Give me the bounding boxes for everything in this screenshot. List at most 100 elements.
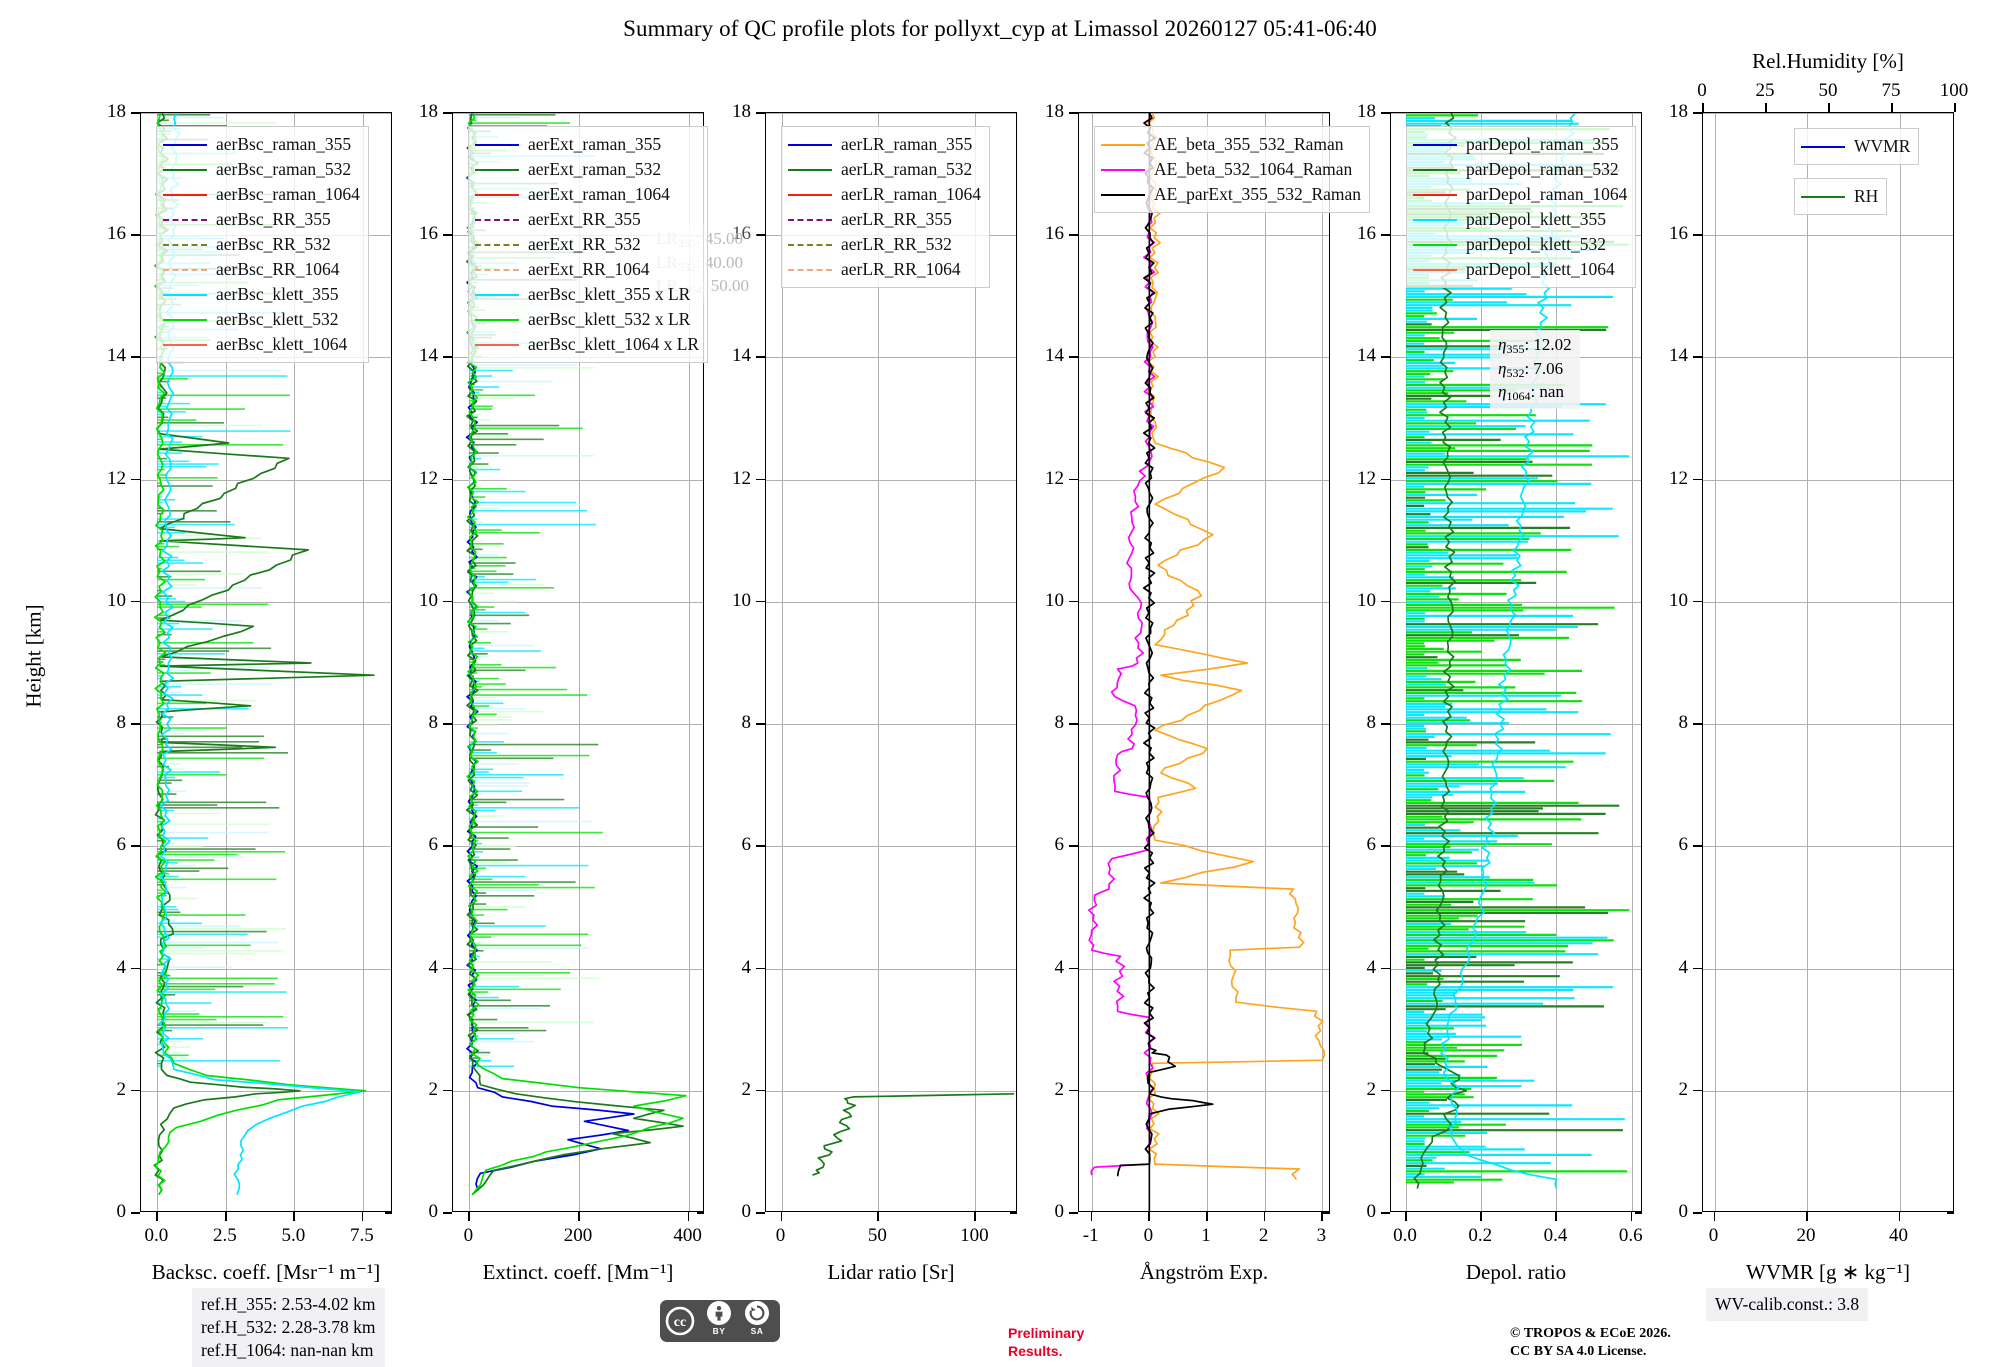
legend-item[interactable]: aerLR_RR_532 <box>788 232 981 257</box>
x-tick-label: -1 <box>1082 1225 1099 1246</box>
legend-label: aerBsc_RR_532 <box>216 234 331 254</box>
legend-item[interactable]: aerBsc_raman_355 <box>163 132 360 157</box>
legend-item[interactable]: aerBsc_raman_532 <box>163 157 360 182</box>
y-tick-label: 8 <box>741 712 752 734</box>
legend-swatch-aerLR_raman_1064 <box>788 193 832 196</box>
legend-label: aerBsc_klett_1064 x LR <box>528 334 700 354</box>
y-tick <box>131 723 140 725</box>
x-tick <box>1898 1212 1901 1221</box>
legend-label: AE_beta_532_1064_Raman <box>1154 159 1353 179</box>
legend-item[interactable]: aerBsc_raman_1064 <box>163 182 360 207</box>
y-tick-right <box>1635 1212 1642 1214</box>
legend-item[interactable]: aerExt_RR_1064 <box>475 257 699 282</box>
gridline-h <box>141 113 391 114</box>
legend-item[interactable]: aerBsc_RR_355 <box>163 207 360 232</box>
y-tick-label: 18 <box>107 101 126 122</box>
gridline-h <box>453 1090 703 1092</box>
legend-item[interactable]: AE_beta_532_1064_Raman <box>1101 157 1361 182</box>
y-tick <box>1693 1212 1702 1214</box>
plot-area-angstrom-exponent <box>1078 112 1330 1212</box>
legend-item[interactable]: WVMR <box>1801 134 1910 159</box>
y-tick-label: 16 <box>1357 223 1376 245</box>
gridline-v <box>1091 113 1093 1211</box>
legend-item[interactable]: RH <box>1801 184 1878 209</box>
y-tick-label: 6 <box>116 834 127 856</box>
y-tick <box>1693 112 1702 114</box>
x-tick <box>687 1212 690 1221</box>
legend-item[interactable]: aerExt_RR_532 <box>475 232 699 257</box>
legend-label: aerBsc_RR_355 <box>216 209 331 229</box>
x-tick-top-label: 50 <box>1818 80 1838 101</box>
x-tick-top-outer <box>1828 103 1830 112</box>
gridline-h <box>1703 479 1953 481</box>
legend-item[interactable]: parDepol_klett_355 <box>1413 207 1627 232</box>
legend-depolarization-ratio: parDepol_raman_355 parDepol_raman_532 parD… <box>1406 126 1637 288</box>
y-tick-label: 6 <box>741 834 752 856</box>
x-tick <box>1555 1212 1558 1221</box>
x-tick-top-label: 0 <box>1697 80 1707 101</box>
legend-label: aerLR_RR_355 <box>841 209 952 229</box>
legend-label: WVMR <box>1854 136 1911 156</box>
y-tick <box>1693 723 1702 725</box>
legend-item[interactable]: parDepol_raman_355 <box>1413 132 1627 157</box>
y-tick <box>756 1089 765 1092</box>
series-parDepol_klett_355 <box>1440 113 1576 1189</box>
y-tick <box>443 600 452 603</box>
x-tick-label: 7.5 <box>349 1225 374 1246</box>
y-tick-label: 6 <box>428 834 439 856</box>
panel-water-vapour: 0 20 40 0 2 4 6 8 10 12 14 16 18 WVMR [g ∗ kg⁻¹] Rel.H… <box>1669 49 1968 1284</box>
preliminary-line-1: Preliminary <box>1008 1325 1085 1341</box>
legend-item[interactable]: aerLR_RR_1064 <box>788 257 981 282</box>
legend-item[interactable]: aerBsc_klett_355 x LR <box>475 282 699 307</box>
legend-item[interactable]: parDepol_raman_1064 <box>1413 182 1627 207</box>
legend-item[interactable]: aerExt_raman_1064 <box>475 182 699 207</box>
gridline-h <box>141 1090 391 1092</box>
legend-label: aerBsc_RR_1064 <box>216 259 340 279</box>
gridline-v <box>362 113 364 1211</box>
legend-item[interactable]: parDepol_klett_532 <box>1413 232 1627 257</box>
y-tick-label: 4 <box>741 956 752 978</box>
y-tick-right <box>1323 1212 1330 1214</box>
x-tick-label: 0.6 <box>1618 1225 1643 1246</box>
y-tick <box>443 478 452 481</box>
legend-item[interactable]: AE_beta_355_532_Raman <box>1101 132 1361 157</box>
gridline-h <box>1703 724 1953 726</box>
legend-item[interactable]: aerBsc_RR_1064 <box>163 257 360 282</box>
gridline-h <box>1079 357 1329 359</box>
legend-item[interactable]: AE_parExt_355_532_Raman <box>1101 182 1361 207</box>
y-tick-label: 4 <box>1054 956 1065 978</box>
gridline-h <box>1079 113 1329 114</box>
legend-item[interactable]: aerBsc_klett_1064 <box>163 332 360 357</box>
legend-item[interactable]: aerLR_raman_355 <box>788 132 981 157</box>
legend-item[interactable]: parDepol_klett_1064 <box>1413 257 1627 282</box>
x-tick-label: 0.0 <box>1393 1225 1417 1246</box>
legend-swatch-aerExt_raman_532 <box>475 168 519 171</box>
legend-item[interactable]: aerBsc_klett_355 <box>163 282 360 307</box>
legend-item[interactable]: aerExt_RR_355 <box>475 207 699 232</box>
legend-label: aerLR_raman_1064 <box>841 184 981 204</box>
legend-item[interactable]: aerBsc_klett_532 x LR <box>475 307 699 332</box>
legend-label: aerExt_RR_355 <box>528 209 641 229</box>
x-tick <box>1148 1212 1150 1221</box>
legend-item[interactable]: aerExt_raman_355 <box>475 132 699 157</box>
legend-item[interactable]: aerLR_raman_532 <box>788 157 981 182</box>
x-tick-top-label: 100 <box>1939 80 1969 101</box>
y-tick <box>131 1089 140 1092</box>
gridline-v <box>225 113 227 1211</box>
gridline-h <box>1079 479 1329 481</box>
y-tick <box>1069 478 1078 481</box>
legend-item[interactable]: aerBsc_klett_532 <box>163 307 360 332</box>
axis-title-top-water-vapour: Rel.Humidity [%] <box>1752 49 1904 73</box>
legend-item[interactable]: aerBsc_klett_1064 x LR <box>475 332 699 357</box>
legend-item[interactable]: aerLR_RR_355 <box>788 207 981 232</box>
legend-item[interactable]: aerExt_raman_532 <box>475 157 699 182</box>
legend-item[interactable]: aerLR_raman_1064 <box>788 182 981 207</box>
x-tick-label: 200 <box>563 1225 593 1246</box>
legend-item[interactable]: parDepol_raman_532 <box>1413 157 1627 182</box>
y-tick <box>443 723 452 725</box>
cc-license-badge[interactable]: cc BY SA <box>660 1300 780 1342</box>
y-tick <box>1069 1089 1078 1092</box>
legend-lidar-ratio: aerLR_raman_355 aerLR_raman_532 aerLR_rama… <box>781 126 990 288</box>
y-tick <box>1381 845 1390 847</box>
legend-item[interactable]: aerBsc_RR_532 <box>163 232 360 257</box>
